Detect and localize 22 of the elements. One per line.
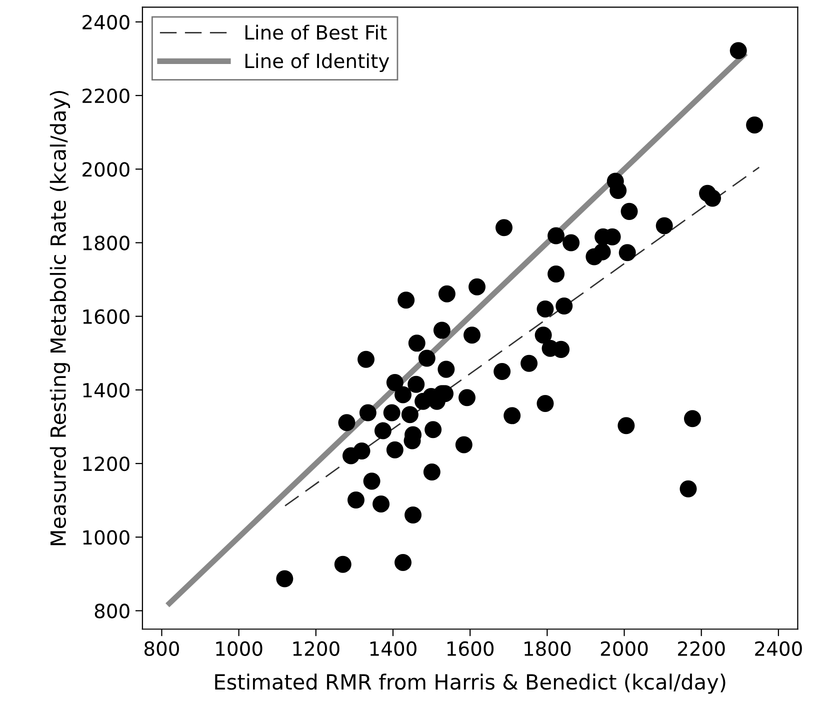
x-tick-label: 2200 xyxy=(678,641,725,656)
y-tick-label: 1400 xyxy=(83,382,130,398)
x-tick-label: 2400 xyxy=(755,641,802,656)
x-axis-title: Estimated RMR from Harris & Benedict (kcal/day) xyxy=(215,674,726,694)
x-tick-label: 2000 xyxy=(600,641,648,656)
x-tick-label: 1800 xyxy=(524,641,571,656)
x-tick-label: 800 xyxy=(144,641,179,656)
y-tick-label: 800 xyxy=(94,604,130,618)
x-tick-label: 1600 xyxy=(447,641,494,656)
y-tick-label: 1200 xyxy=(83,456,130,472)
x-tick-label: 1400 xyxy=(370,641,416,656)
x-tick-label: 1000 xyxy=(216,641,262,656)
y-tick-label: 2200 xyxy=(82,88,130,104)
y-tick-label: 2400 xyxy=(82,14,130,30)
x-tick-label: 1200 xyxy=(293,641,340,656)
legend-label: Line of Best Fit xyxy=(245,24,387,40)
y-tick-label: 2000 xyxy=(82,162,130,177)
y-tick-label: 1800 xyxy=(83,236,130,250)
legend-label: Line of Identity xyxy=(245,53,390,72)
y-axis-title: Measured Resting Metabolic Rate (kcal/day) xyxy=(50,90,70,546)
y-tick-label: 1000 xyxy=(83,530,130,545)
y-tick-label: 1600 xyxy=(83,309,130,324)
